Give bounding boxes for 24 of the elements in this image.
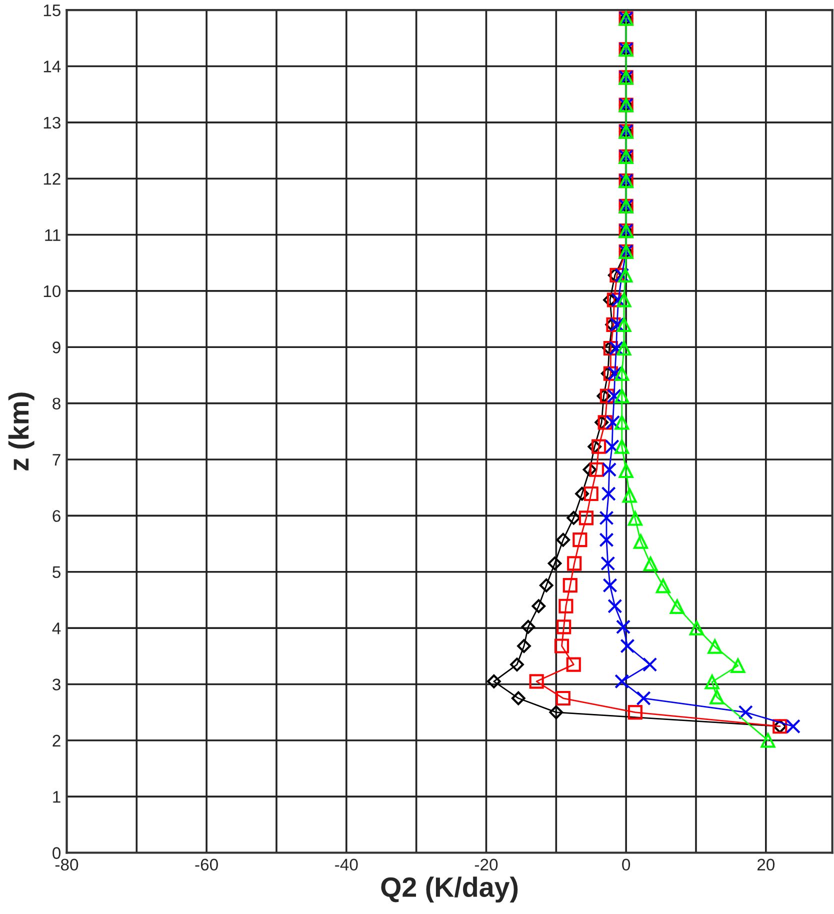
x-tick-label: 0: [622, 858, 630, 871]
x-tick-label: -20: [474, 858, 498, 871]
y-tick-label: 5: [52, 566, 60, 578]
y-tick-label: 2: [52, 734, 60, 746]
y-tick-label: 3: [52, 678, 60, 690]
y-tick-label: 13: [44, 116, 60, 129]
y-axis-title: z (km): [8, 392, 34, 470]
x-axis-title: Q2 (K/day): [381, 876, 518, 903]
y-tick-label: 15: [44, 4, 60, 16]
x-tick-label: 20: [757, 858, 775, 871]
y-tick-label: 10: [44, 285, 61, 298]
y-tick-label: 8: [52, 398, 60, 410]
y-tick-label: 6: [52, 510, 60, 522]
y-tick-label: 9: [52, 342, 60, 354]
y-tick-label: 0: [52, 847, 61, 859]
y-tick-label: 7: [52, 454, 60, 466]
x-tick-label: -60: [195, 858, 218, 871]
y-tick-label: 12: [44, 172, 60, 185]
y-tick-label: 11: [45, 229, 60, 241]
y-tick-label: 14: [44, 60, 61, 72]
y-tick-label: 1: [53, 791, 60, 803]
x-tick-label: -80: [55, 858, 78, 871]
x-tick-label: -40: [335, 858, 358, 871]
y-tick-label: 4: [52, 622, 61, 634]
